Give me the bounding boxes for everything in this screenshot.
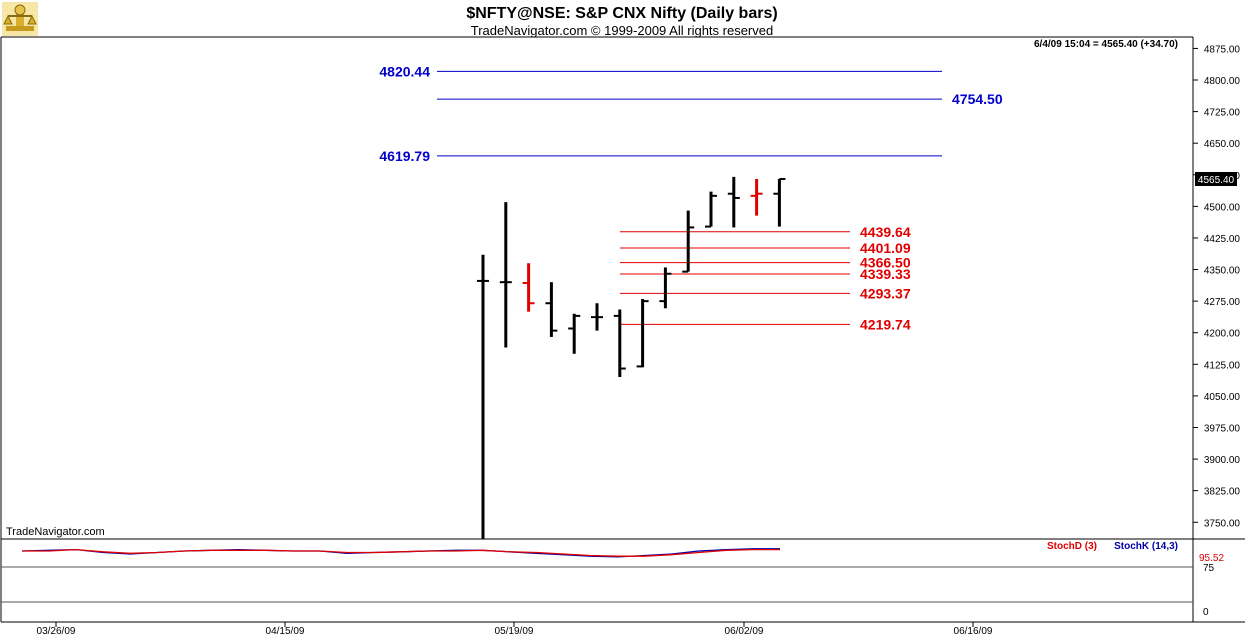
last-price-marker: 4565.40 [1195,171,1237,186]
tradenavigator-logo-icon [2,2,38,36]
x-tick-label: 04/15/09 [266,626,305,637]
stoch-axis-label: 0 [1203,607,1209,618]
ohlc-bar [499,202,512,348]
y-tick-label: 4200.00 [1204,329,1241,340]
blue-level-label: 4820.44 [379,63,430,79]
y-tick-label: 3750.00 [1204,518,1241,529]
y-tick-label: 4800.00 [1204,76,1241,87]
y-tick-label: 4500.00 [1204,202,1241,213]
last-price-label: 4565.40 [1198,175,1235,186]
stoch-d-line [22,548,780,557]
red-level-label: 4339.33 [860,266,911,282]
x-tick-label: 05/19/09 [495,626,534,637]
stoch-axis-label: 75 [1203,563,1215,574]
ohlc-bar [477,254,489,540]
chart-title: $NFTY@NSE: S&P CNX Nifty (Daily bars) [466,5,777,22]
chart-subtitle: TradeNavigator.com © 1999-2009 All right… [471,23,773,38]
y-tick-label: 3825.00 [1204,487,1241,498]
y-tick-label: 4275.00 [1204,297,1241,308]
ohlc-bar [682,210,695,273]
red-level-label: 4219.74 [860,316,911,332]
price-readout: 6/4/09 15:04 = 4565.40 (+34.70) [1034,39,1178,50]
ohlc-bar [773,177,786,227]
y-tick-label: 4050.00 [1204,392,1241,403]
red-level-label: 4293.37 [860,285,911,301]
blue-level-label: 4619.79 [379,148,430,164]
ohlc-bar [522,263,535,312]
ohlc-bar [568,313,581,354]
x-tick-label: 06/16/09 [954,626,993,637]
blue-level-label: 4754.50 [952,91,1003,107]
red-level-label: 4401.09 [860,240,911,256]
red-level-label: 4439.64 [860,224,911,240]
x-tick-label: 03/26/09 [37,626,76,637]
ohlc-bar [727,176,740,228]
stoch-d-legend: StochD (3) [1047,541,1097,552]
ohlc-bar [750,178,763,216]
x-axis-ticks: 03/26/09 04/15/09 05/19/09 06/02/09 06/16/09 [37,622,993,637]
ohlc-bar [613,309,626,377]
watermark-text: TradeNavigator.com [6,526,105,538]
stoch-last-value: 95.52 [1199,553,1224,564]
x-tick-label: 06/02/09 [725,626,764,637]
y-tick-label: 4875.00 [1204,44,1241,55]
stoch-k-legend: StochK (14,3) [1114,541,1178,552]
price-bars [477,176,786,540]
y-tick-label: 3900.00 [1204,455,1241,466]
ohlc-bar [636,299,649,368]
y-tick-label: 4350.00 [1204,266,1241,277]
y-tick-label: 4725.00 [1204,108,1241,119]
fibonacci-levels: 4820.44 4754.50 4619.79 4439.644401.094366.… [379,63,1002,332]
ohlc-bar [591,303,603,331]
red-level-label: 4366.50 [860,255,911,271]
y-tick-label: 4425.00 [1204,234,1241,245]
y-tick-label: 4125.00 [1204,360,1241,371]
ohlc-bar [705,191,717,228]
ohlc-bar [659,267,672,309]
stochastic-panel: 75 0 StochD (3) StochK (14,3) 95.52 [1,541,1224,618]
ohlc-bar [545,282,558,337]
y-tick-label: 3975.00 [1204,423,1241,434]
y-tick-label: 4650.00 [1204,139,1241,150]
last-price-box [1195,171,1237,186]
